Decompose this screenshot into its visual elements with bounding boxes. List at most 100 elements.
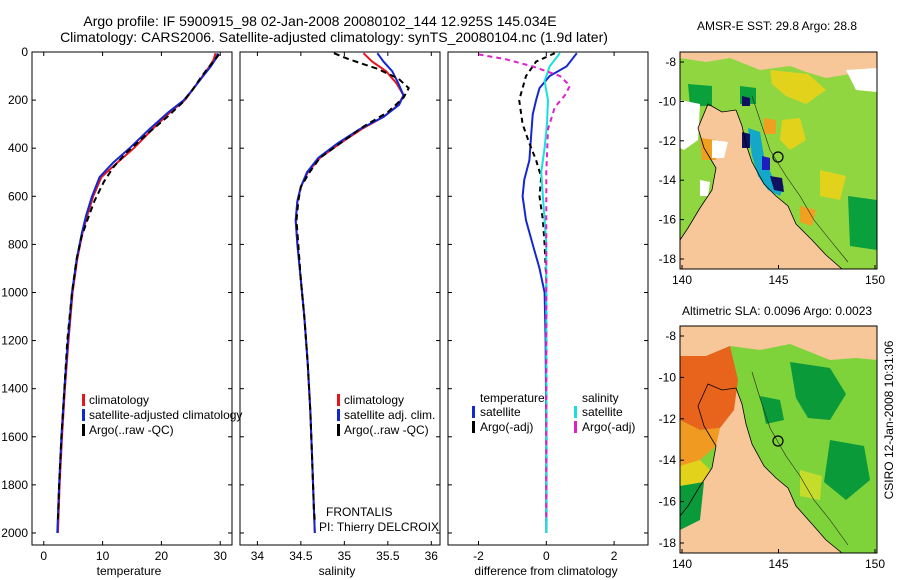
sst-map-title: AMSR-E SST: 29.8 Argo: 28.8 <box>697 19 857 33</box>
sst-bathymetry-contour <box>751 95 849 263</box>
legend-label-argo: Argo(..raw -QC) <box>89 423 174 437</box>
sst-no-data <box>680 100 700 150</box>
sst-cool-patch <box>688 84 712 106</box>
legend-label-temp-argo: Argo(-adj) <box>480 420 533 434</box>
legend-header-temperature: temperature <box>480 391 545 405</box>
salinity-xtick-label: 34.5 <box>289 549 313 563</box>
depth-tick-label: 400 <box>8 141 28 155</box>
temperature-series-argo-raw-qc <box>56 53 220 522</box>
difference-legend: temperature salinity satellite satellite… <box>472 391 635 434</box>
map-lat-tick-label: -12 <box>659 134 677 148</box>
legend-label-satellite: satellite-adjusted climatology <box>89 408 242 422</box>
sst-warm-patch <box>770 70 826 104</box>
depth-tick-label: 800 <box>8 237 28 251</box>
legend-swatch-satellite <box>337 409 340 421</box>
sst-warm-patch <box>820 170 846 200</box>
difference-xtick-label: -2 <box>473 549 484 563</box>
difference-axes-frame <box>447 51 649 546</box>
temperature-legend: climatology satellite-adjusted climatolo… <box>82 393 242 437</box>
difference-xlabel: difference from climatology <box>474 564 617 578</box>
legend-label-climatology: climatology <box>344 393 404 407</box>
map-lat-tick-label: -14 <box>659 173 677 187</box>
pi-annotation: PI: Thierry DELCROIX <box>319 520 439 534</box>
salinity-series-argo-raw-qc <box>295 52 410 522</box>
salinity-panel: 34 34.5 35 35.5 36 salinity climatology sate… <box>239 51 441 578</box>
depth-tick-label: 2000 <box>1 526 28 540</box>
sla-mid-patch <box>680 460 710 490</box>
sla-mid-patch <box>680 420 720 466</box>
legend-label-temp-satellite: satellite <box>480 405 521 419</box>
map-lon-tick-label: 145 <box>768 273 788 287</box>
sst-reef-patch <box>742 132 750 148</box>
difference-series-salinity-satellite <box>540 52 561 533</box>
salinity-xlabel: salinity <box>319 564 356 578</box>
sla-map-panel: Altimetric SLA: 0.0096 Argo: 0.0023 140 1… <box>659 304 886 571</box>
sla-map-title: Altimetric SLA: 0.0096 Argo: 0.0023 <box>682 304 872 318</box>
map-lat-tick-label: -18 <box>659 252 677 266</box>
difference-panel: -2 0 2 difference from climatology tempera… <box>447 51 649 578</box>
salinity-xtick-label: 36 <box>425 549 439 563</box>
legend-swatch-temp-argo <box>472 421 475 433</box>
map-lon-tick-label: 145 <box>768 557 788 571</box>
map-lat-tick-label: -16 <box>659 213 677 227</box>
map-lat-tick-label: -18 <box>659 536 677 550</box>
sst-no-data <box>846 68 877 92</box>
legend-label-climatology: climatology <box>89 393 149 407</box>
temperature-xtick-label: 20 <box>155 549 169 563</box>
map-lon-tick-label: 150 <box>865 557 885 571</box>
sla-low-patch <box>680 482 704 530</box>
legend-swatch-climatology <box>337 394 340 406</box>
salinity-xtick-label: 35 <box>338 549 352 563</box>
sst-warm-patch <box>800 206 816 226</box>
figure-title-line1: Argo profile: IF 5900915_98 02-Jan-2008 … <box>83 13 556 29</box>
map-lat-tick-label: -10 <box>659 370 677 384</box>
sla-bathymetry-contour <box>751 371 849 546</box>
legend-header-salinity: salinity <box>582 391 619 405</box>
depth-tick-label: 200 <box>8 93 28 107</box>
sla-high-patch <box>680 346 738 430</box>
sst-map-panel: AMSR-E SST: 29.8 Argo: 28.8 <box>659 19 886 287</box>
sst-reef-patch <box>762 156 770 170</box>
temperature-xtick-label: 0 <box>40 549 47 563</box>
temperature-panel: 0 200 400 600 800 1000 1200 1400 1600 1800 2000 0 1… <box>1 45 242 578</box>
salinity-xtick-label: 34 <box>251 549 265 563</box>
project-annotation: FRONTALIS <box>326 505 392 519</box>
sst-warm-patch <box>780 118 806 150</box>
temperature-xtick-label: 30 <box>214 549 228 563</box>
sst-cool-patch <box>848 196 877 250</box>
map-lat-tick-label: -16 <box>659 495 677 509</box>
difference-xtick-label: 2 <box>611 549 618 563</box>
sla-low-patch <box>824 440 870 500</box>
sst-profile-marker <box>772 151 784 163</box>
depth-tick-label: 0 <box>21 45 28 59</box>
credit-stamp: CSIRO 12-Jan-2008 10:31:06 <box>882 340 896 499</box>
sst-reef-patch <box>770 176 784 192</box>
legend-swatch-argo <box>82 424 85 436</box>
sla-coastline <box>735 387 843 553</box>
depth-tick-label: 1000 <box>1 285 28 299</box>
sla-mid-patch <box>800 470 822 500</box>
depth-tick-label: 1200 <box>1 334 28 348</box>
sla-low-patch <box>790 362 846 420</box>
depth-tick-label: 600 <box>8 189 28 203</box>
temperature-series-climatology <box>56 52 217 534</box>
map-lat-tick-label: -8 <box>665 329 676 343</box>
legend-swatch-satellite <box>82 409 85 421</box>
legend-swatch-climatology <box>82 394 85 406</box>
legend-swatch-sal-argo <box>574 421 577 433</box>
map-lon-tick-label: 140 <box>672 273 692 287</box>
depth-tick-label: 1600 <box>1 430 28 444</box>
temperature-xtick-label: 10 <box>96 549 110 563</box>
salinity-axes-frame <box>239 51 441 546</box>
difference-xtick-label: 0 <box>543 549 550 563</box>
salinity-xtick-label: 35.5 <box>376 549 400 563</box>
legend-swatch-temp-satellite <box>472 406 475 418</box>
depth-tick-label: 1400 <box>1 382 28 396</box>
figure-title-line2: Climatology: CARS2006. Satellite-adjuste… <box>60 29 608 45</box>
sla-coastline <box>680 383 737 517</box>
sst-no-data <box>700 180 710 196</box>
difference-series-temperature-satellite <box>521 52 578 533</box>
legend-swatch-sal-satellite <box>574 406 577 418</box>
sst-no-data <box>712 140 728 158</box>
difference-series-temperature-argo-adj <box>518 52 556 521</box>
